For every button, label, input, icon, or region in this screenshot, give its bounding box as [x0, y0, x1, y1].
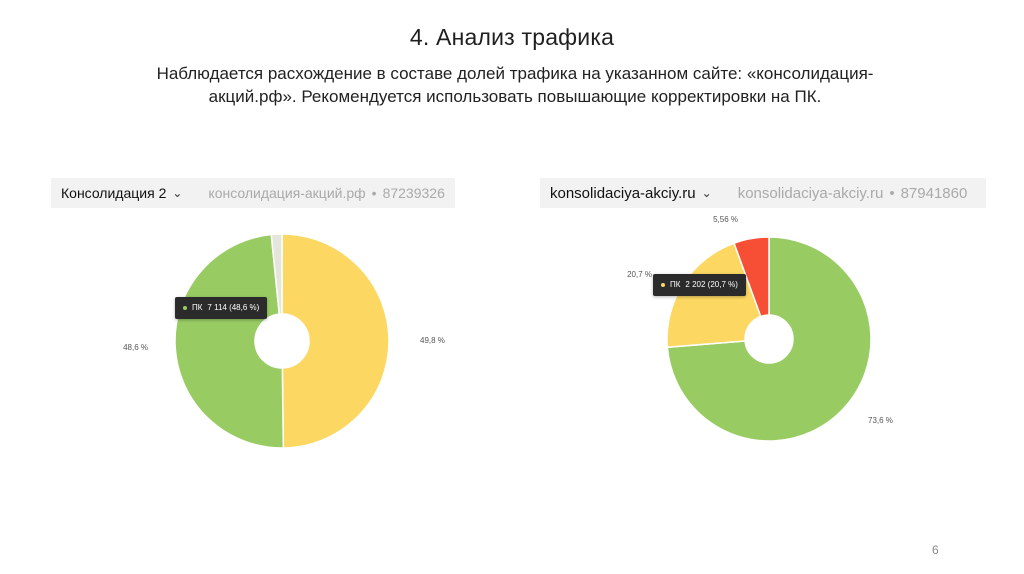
- chart-1-slice-1[interactable]: [281, 233, 390, 449]
- chart-2-site: konsolidaciya-akciy.ru: [737, 184, 884, 202]
- tooltip-value: 2 202 (20,7 %): [685, 280, 738, 289]
- legend-dot-icon: [661, 282, 665, 287]
- chevron-down-icon[interactable]: ⌄: [172, 186, 183, 200]
- chart-2-slice-3[interactable]: [733, 236, 770, 318]
- chart-1-counter-name[interactable]: Консолидация 2: [61, 185, 167, 201]
- tooltip-label: ПК: [670, 280, 681, 289]
- legend-dot-icon: [183, 305, 187, 310]
- chart-2-counter-name[interactable]: konsolidaciya-akciy.ru: [550, 184, 696, 202]
- chart-2-header: konsolidaciya-akciy.ru ⌄ konsolidaciya-a…: [540, 178, 986, 208]
- chart-2-tooltip: ПК 2 202 (20,7 %): [653, 274, 746, 296]
- chart-2-slice-1-label: 73,6 %: [868, 416, 893, 425]
- tooltip-label: ПК: [192, 303, 203, 312]
- chart-1-slice-3[interactable]: [270, 233, 283, 315]
- page-title: 4. Анализ трафика: [409, 24, 615, 50]
- tooltip-value: 7 114 (48,6 %): [207, 303, 260, 312]
- separator-dot: •: [889, 184, 895, 202]
- page-number: 6: [932, 543, 939, 557]
- chart-1-tooltip: ПК 7 114 (48,6 %): [175, 297, 268, 319]
- chart-1-slice-1-label: 49,8 %: [420, 336, 445, 345]
- chart-1-slice-2[interactable]: [174, 233, 285, 449]
- chart-1-counter-id: 87239326: [382, 185, 445, 201]
- chart-2-slice-2-label: 20,7 %: [627, 270, 652, 279]
- chart-2-counter-id: 87941860: [900, 184, 968, 202]
- chart-1-slice-2-label: 48,6 %: [123, 343, 148, 352]
- chart-1-header: Консолидация 2 ⌄ консолидация-акций.рф •…: [51, 178, 455, 208]
- chart-2-slice-1[interactable]: [666, 236, 872, 442]
- chart-2-slice-3-label: 5,56 %: [713, 215, 738, 224]
- chevron-down-icon[interactable]: ⌄: [701, 186, 712, 200]
- separator-dot: •: [371, 185, 377, 201]
- page-subtitle: Наблюдается расхождение в составе долей …: [156, 64, 874, 106]
- chart-1-site: консолидация-акций.рф: [208, 185, 366, 201]
